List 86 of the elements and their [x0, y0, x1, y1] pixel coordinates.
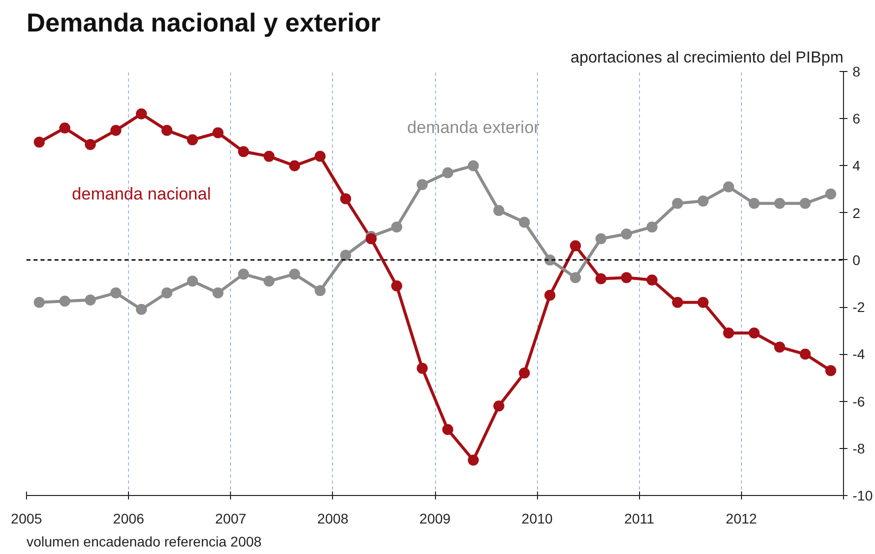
point — [340, 193, 352, 204]
point — [264, 150, 275, 162]
point — [238, 146, 250, 158]
point — [748, 327, 760, 338]
point — [84, 139, 96, 150]
point — [672, 296, 684, 308]
point — [570, 272, 581, 284]
point — [800, 348, 811, 360]
point — [493, 400, 504, 412]
point — [825, 188, 836, 200]
point — [468, 454, 479, 466]
point — [518, 368, 530, 378]
point — [442, 424, 454, 436]
point — [314, 150, 326, 162]
chart-title: Demanda nacional y exterior — [26, 8, 381, 38]
point — [468, 160, 479, 172]
point — [391, 280, 402, 292]
y-tick-label: 4 — [852, 158, 860, 174]
point — [34, 136, 45, 148]
point — [212, 127, 224, 138]
point — [723, 327, 734, 338]
point — [544, 290, 556, 301]
x-tick-label: 2006 — [113, 510, 144, 526]
y-tick-label: -8 — [852, 440, 866, 456]
y-tick-label: 2 — [852, 204, 860, 221]
point — [289, 160, 300, 172]
point — [238, 268, 250, 280]
point — [620, 272, 632, 284]
x-tick-label: 2005 — [10, 510, 42, 526]
y-tick-label: -6 — [852, 393, 866, 410]
point — [723, 181, 734, 192]
point — [340, 250, 352, 261]
series-label: demanda exterior — [407, 118, 540, 138]
point — [416, 362, 428, 374]
point — [698, 196, 709, 207]
y-tick-label: -4 — [852, 346, 866, 362]
point — [570, 240, 581, 252]
chart-subtitle: aportaciones al crecimiento del PIBpm — [570, 50, 844, 66]
y-tick-label: 0 — [852, 252, 860, 268]
point — [774, 342, 786, 353]
point — [366, 233, 377, 244]
text: demanda nacional — [72, 184, 211, 204]
point — [698, 296, 709, 308]
x-tick-label: 2007 — [215, 510, 247, 526]
x-tick-label: 2008 — [317, 510, 349, 526]
point — [416, 179, 428, 190]
y-tick-label: 8 — [852, 64, 860, 80]
point — [774, 198, 786, 209]
point — [161, 124, 172, 136]
point — [84, 294, 96, 306]
point — [595, 233, 606, 244]
point — [620, 228, 632, 240]
y-tick-label: 6 — [852, 110, 860, 127]
x-tick-label: 2010 — [522, 510, 553, 526]
point — [186, 134, 198, 146]
point — [518, 216, 530, 228]
x-tick-label: 2009 — [419, 510, 451, 526]
point — [314, 285, 326, 296]
point — [544, 254, 556, 266]
point — [186, 276, 198, 287]
point — [748, 198, 760, 209]
y-tick-label: -10 — [852, 488, 873, 504]
point — [442, 167, 454, 178]
point — [136, 108, 147, 120]
point — [646, 274, 658, 286]
point — [110, 287, 122, 298]
x-tick-label: 2012 — [726, 510, 758, 526]
y-tick-label: -2 — [852, 299, 866, 316]
point — [59, 296, 70, 307]
point — [493, 204, 504, 216]
point — [264, 276, 275, 287]
point — [161, 287, 172, 298]
point — [391, 221, 402, 232]
point — [110, 124, 122, 136]
point — [825, 365, 836, 376]
text: volumen encadenado referencia 2008 — [26, 534, 262, 550]
point — [672, 198, 684, 209]
point — [212, 287, 224, 298]
x-tick-label: 2011 — [624, 510, 655, 526]
point — [59, 122, 70, 134]
point — [800, 198, 811, 209]
point — [136, 304, 147, 315]
point — [646, 221, 658, 232]
point — [34, 296, 45, 308]
point — [595, 273, 606, 284]
point — [289, 268, 300, 280]
